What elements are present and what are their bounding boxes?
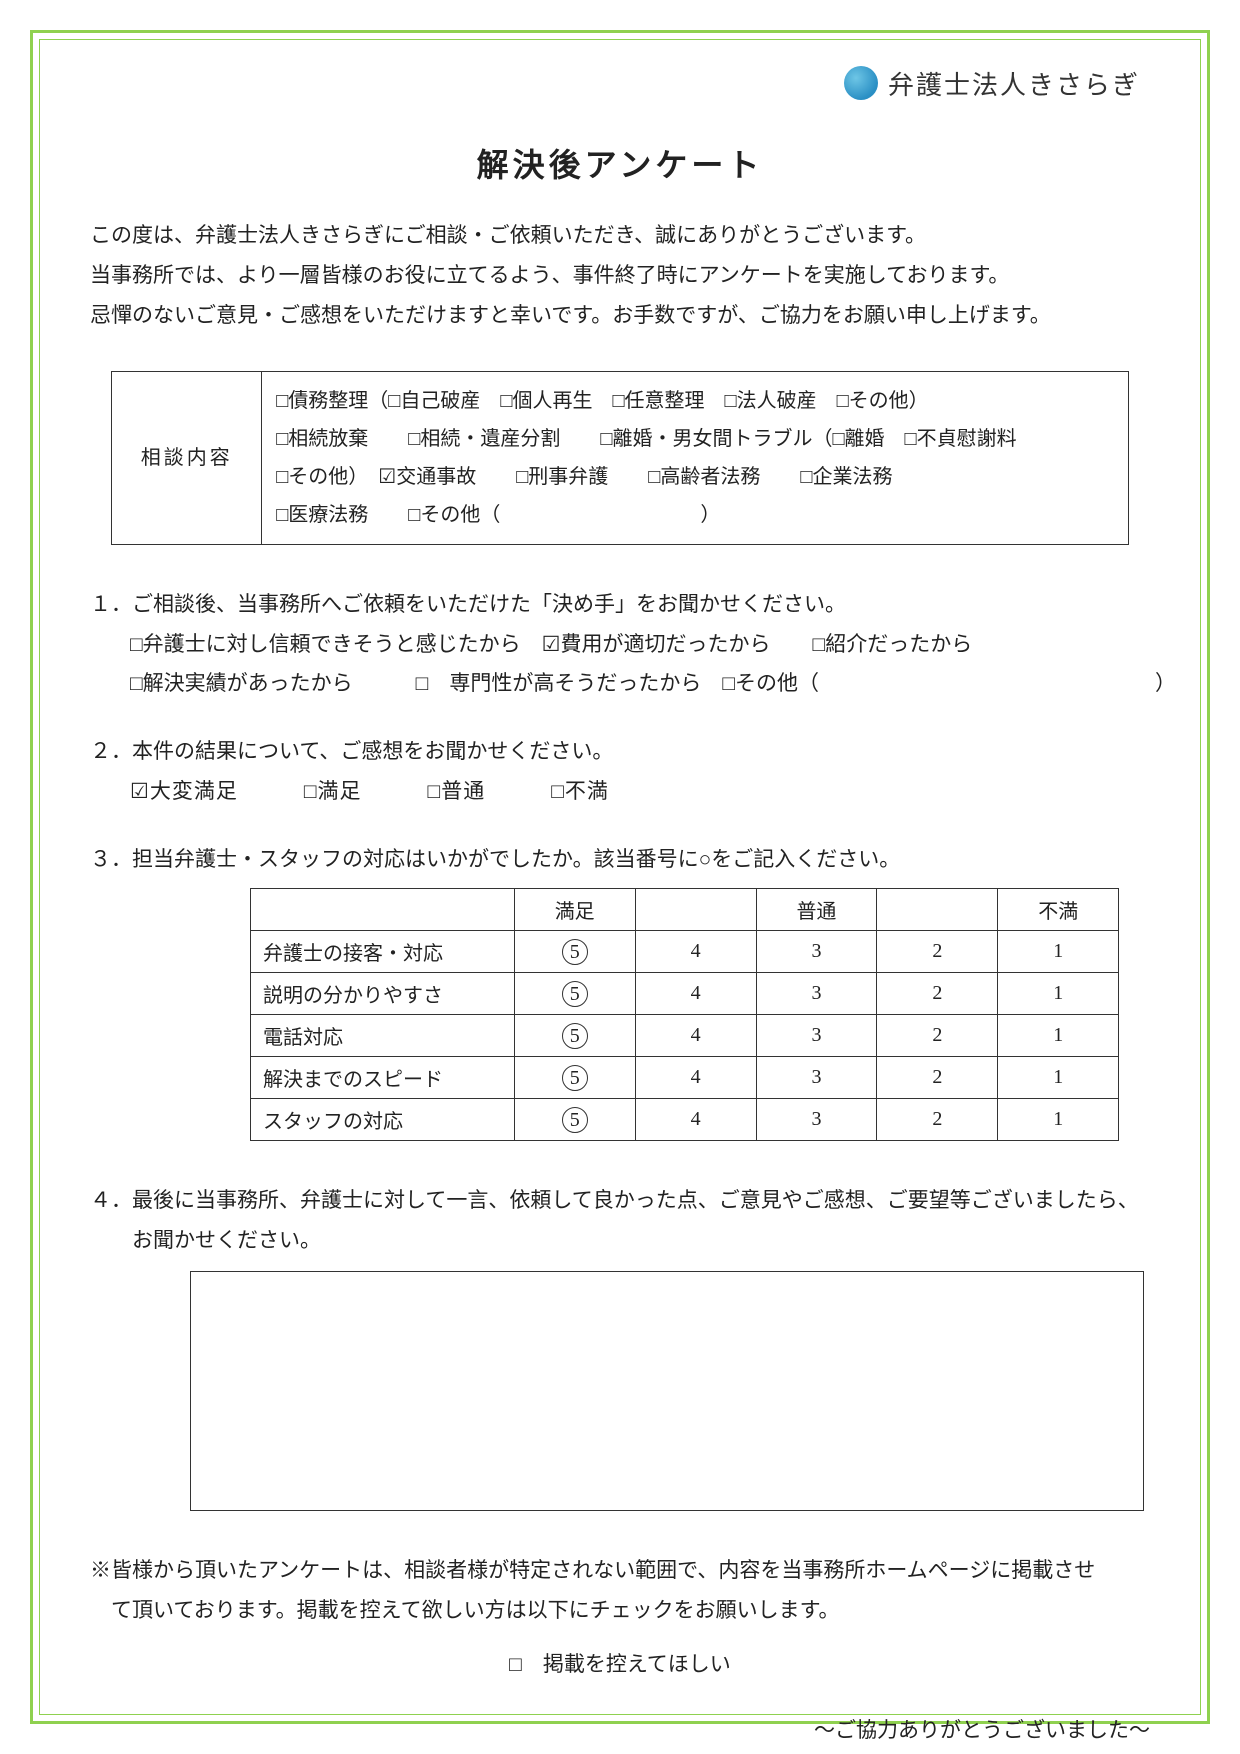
rating-cell[interactable]: 5 (514, 1099, 635, 1141)
intro-line: 忌憚のないご意見・ご感想をいただけますと幸いです。お手数ですが、ご協力をお願い申… (90, 296, 1150, 336)
rating-row-label: 弁護士の接客・対応 (251, 931, 515, 973)
page-title: 解決後アンケート (90, 140, 1150, 186)
comment-box[interactable] (190, 1271, 1144, 1511)
rating-header-cell (635, 889, 756, 931)
circled-score: 5 (562, 939, 588, 965)
q1-line: □解決実績があったから □ 専門性が高そうだったから □その他（ ） (130, 664, 1150, 704)
rating-cell[interactable]: 5 (514, 931, 635, 973)
rating-cell[interactable]: 4 (635, 1057, 756, 1099)
footer-checkbox[interactable]: □ 掲載を控えてほしい (90, 1645, 1150, 1685)
q1-line: □弁護士に対し信頼できそうと感じたから ☑費用が適切だったから □紹介だったから (130, 625, 1150, 665)
rating-cell[interactable]: 1 (998, 1099, 1119, 1141)
rating-header-cell: 満足 (514, 889, 635, 931)
rating-cell[interactable]: 3 (756, 1099, 877, 1141)
rating-cell[interactable]: 4 (635, 973, 756, 1015)
consultation-line: □相続放棄 □相続・遺産分割 □離婚・男女間トラブル（□離婚 □不貞慰謝料 (276, 420, 1114, 458)
rating-cell[interactable]: 3 (756, 1057, 877, 1099)
rating-cell[interactable]: 5 (514, 973, 635, 1015)
footer-line: ※皆様から頂いたアンケートは、相談者様が特定されない範囲で、内容を当事務所ホーム… (90, 1551, 1150, 1591)
rating-row-label: スタッフの対応 (251, 1099, 515, 1141)
consultation-options: □債務整理（□自己破産 □個人再生 □任意整理 □法人破産 □その他） □相続放… (262, 371, 1129, 544)
footer-line: て頂いております。掲載を控えて欲しい方は以下にチェックをお願いします。 (90, 1591, 1150, 1631)
rating-header-blank (251, 889, 515, 931)
logo-text-wrap: 弁護士法人きさらぎ (888, 65, 1140, 100)
circled-score: 5 (562, 1107, 588, 1133)
circled-score: 5 (562, 981, 588, 1007)
rating-cell[interactable]: 4 (635, 931, 756, 973)
intro-line: この度は、弁護士法人きさらぎにご相談・ご依頼いただき、誠にありがとうございます。 (90, 216, 1150, 256)
rating-cell[interactable]: 1 (998, 931, 1119, 973)
question-1: １．ご相談後、当事務所へご依頼をいただけた「決め手」をお聞かせください。 □弁護… (90, 585, 1150, 705)
rating-cell[interactable]: 3 (756, 1015, 877, 1057)
rating-cell[interactable]: 1 (998, 973, 1119, 1015)
rating-row-label: 説明の分かりやすさ (251, 973, 515, 1015)
consultation-label: 相談内容 (112, 371, 262, 544)
page: 弁護士法人きさらぎ 解決後アンケート この度は、弁護士法人きさらぎにご相談・ご依… (0, 0, 1240, 1754)
q4-text: ４．最後に当事務所、弁護士に対して一言、依頼して良かった点、ご意見やご感想、ご要… (132, 1181, 1150, 1261)
rating-cell[interactable]: 5 (514, 1015, 635, 1057)
logo-area: 弁護士法人きさらぎ (844, 65, 1140, 100)
rating-cell[interactable]: 2 (877, 931, 998, 973)
rating-header-cell: 普通 (756, 889, 877, 931)
q2-text: ２．本件の結果について、ご感想をお聞かせください。 (90, 732, 1150, 772)
thanks-text: ～ご協力ありがとうございました～ (90, 1714, 1150, 1744)
rating-row: 説明の分かりやすさ 5 4321 (251, 973, 1119, 1015)
rating-row-label: 電話対応 (251, 1015, 515, 1057)
rating-table: 満足普通不満 弁護士の接客・対応54321説明の分かりやすさ54321電話対応5… (250, 888, 1119, 1141)
rating-cell[interactable]: 3 (756, 973, 877, 1015)
rating-row: 電話対応 5 4321 (251, 1015, 1119, 1057)
question-3: ３．担当弁護士・スタッフの対応はいかがでしたか。該当番号に○をご記入ください。 (90, 840, 1150, 880)
rating-cell[interactable]: 4 (635, 1015, 756, 1057)
footer-note: ※皆様から頂いたアンケートは、相談者様が特定されない範囲で、内容を当事務所ホーム… (90, 1551, 1150, 1685)
rating-cell[interactable]: 2 (877, 1099, 998, 1141)
q3-text: ３．担当弁護士・スタッフの対応はいかがでしたか。該当番号に○をご記入ください。 (90, 840, 1150, 880)
rating-header-cell: 不満 (998, 889, 1119, 931)
rating-cell[interactable]: 3 (756, 931, 877, 973)
globe-icon (844, 66, 878, 100)
rating-cell[interactable]: 2 (877, 973, 998, 1015)
rating-cell[interactable]: 4 (635, 1099, 756, 1141)
rating-row-label: 解決までのスピード (251, 1057, 515, 1099)
rating-header: 満足 普通 不満 (251, 889, 1119, 931)
consultation-line: □医療法務 □その他（ ） (276, 496, 1114, 534)
rating-header-cell (877, 889, 998, 931)
inner-border: 弁護士法人きさらぎ 解決後アンケート この度は、弁護士法人きさらぎにご相談・ご依… (39, 39, 1201, 1715)
circled-score: 5 (562, 1023, 588, 1049)
intro: この度は、弁護士法人きさらぎにご相談・ご依頼いただき、誠にありがとうございます。… (90, 216, 1150, 336)
company-name: 弁護士法人きさらぎ (888, 65, 1140, 102)
intro-line: 当事務所では、より一層皆様のお役に立てるよう、事件終了時にアンケートを実施してお… (90, 256, 1150, 296)
rating-row: 弁護士の接客・対応 5 4321 (251, 931, 1119, 973)
circled-score: 5 (562, 1065, 588, 1091)
question-2: ２．本件の結果について、ご感想をお聞かせください。 ☑大変満足 □満足 □普通 … (90, 732, 1150, 812)
question-4: ４．最後に当事務所、弁護士に対して一言、依頼して良かった点、ご意見やご感想、ご要… (90, 1181, 1150, 1261)
consultation-line: □債務整理（□自己破産 □個人再生 □任意整理 □法人破産 □その他） (276, 382, 1114, 420)
rating-row: スタッフの対応 5 4321 (251, 1099, 1119, 1141)
consultation-table: 相談内容 □債務整理（□自己破産 □個人再生 □任意整理 □法人破産 □その他）… (111, 371, 1129, 545)
consultation-line: □その他） ☑交通事故 □刑事弁護 □高齢者法務 □企業法務 (276, 458, 1114, 496)
rating-cell[interactable]: 2 (877, 1015, 998, 1057)
rating-cell[interactable]: 5 (514, 1057, 635, 1099)
q1-text: １．ご相談後、当事務所へご依頼をいただけた「決め手」をお聞かせください。 (90, 585, 1150, 625)
rating-row: 解決までのスピード 5 4321 (251, 1057, 1119, 1099)
rating-cell[interactable]: 1 (998, 1057, 1119, 1099)
rating-cell[interactable]: 1 (998, 1015, 1119, 1057)
rating-cell[interactable]: 2 (877, 1057, 998, 1099)
q2-options: ☑大変満足 □満足 □普通 □不満 (130, 772, 1150, 812)
rating-body: 弁護士の接客・対応54321説明の分かりやすさ54321電話対応54321解決ま… (251, 931, 1119, 1141)
outer-border: 弁護士法人きさらぎ 解決後アンケート この度は、弁護士法人きさらぎにご相談・ご依… (30, 30, 1210, 1724)
